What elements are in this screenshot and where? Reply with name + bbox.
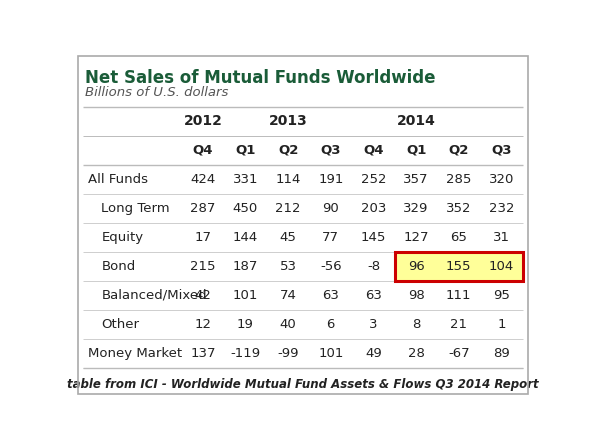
Text: 96: 96 — [408, 260, 424, 273]
Text: 127: 127 — [403, 231, 429, 244]
Text: 19: 19 — [237, 318, 254, 331]
Text: 352: 352 — [446, 202, 472, 215]
Text: 357: 357 — [403, 173, 429, 186]
Text: Q2: Q2 — [449, 144, 469, 157]
Text: 1: 1 — [497, 318, 506, 331]
Text: 114: 114 — [275, 173, 301, 186]
Text: Money Market: Money Market — [87, 347, 182, 360]
Text: 145: 145 — [361, 231, 386, 244]
Text: -119: -119 — [230, 347, 261, 360]
Text: 3: 3 — [369, 318, 378, 331]
Text: 6: 6 — [327, 318, 335, 331]
Text: 17: 17 — [194, 231, 212, 244]
Text: 45: 45 — [280, 231, 297, 244]
Text: 329: 329 — [404, 202, 429, 215]
Text: Equity: Equity — [102, 231, 144, 244]
Text: Q2: Q2 — [278, 144, 298, 157]
Text: 215: 215 — [190, 260, 216, 273]
Text: Q3: Q3 — [320, 144, 341, 157]
Text: 212: 212 — [275, 202, 301, 215]
Text: Q4: Q4 — [193, 144, 213, 157]
Text: 63: 63 — [322, 289, 339, 302]
Text: 8: 8 — [412, 318, 420, 331]
Text: 331: 331 — [233, 173, 258, 186]
Text: Billions of U.S. dollars: Billions of U.S. dollars — [85, 86, 229, 99]
Text: 2013: 2013 — [269, 114, 307, 128]
Text: Long Term: Long Term — [102, 202, 170, 215]
Text: Q1: Q1 — [235, 144, 256, 157]
Text: 28: 28 — [408, 347, 424, 360]
Text: 2012: 2012 — [183, 114, 222, 128]
Text: 144: 144 — [233, 231, 258, 244]
Text: 137: 137 — [190, 347, 216, 360]
Text: -99: -99 — [277, 347, 299, 360]
Text: 191: 191 — [318, 173, 343, 186]
Text: Bond: Bond — [102, 260, 135, 273]
Text: 187: 187 — [233, 260, 258, 273]
Text: 42: 42 — [194, 289, 211, 302]
Text: 285: 285 — [446, 173, 472, 186]
Text: 2014: 2014 — [397, 114, 436, 128]
Text: 232: 232 — [489, 202, 514, 215]
Bar — [480, 252, 522, 281]
Text: 252: 252 — [361, 173, 386, 186]
Text: 12: 12 — [194, 318, 212, 331]
Bar — [437, 252, 480, 281]
Text: Net Sales of Mutual Funds Worldwide: Net Sales of Mutual Funds Worldwide — [85, 69, 436, 87]
Text: 155: 155 — [446, 260, 472, 273]
Text: 74: 74 — [280, 289, 297, 302]
Text: 424: 424 — [190, 173, 216, 186]
Text: 40: 40 — [280, 318, 297, 331]
Text: 95: 95 — [493, 289, 510, 302]
Bar — [395, 252, 437, 281]
Text: -8: -8 — [367, 260, 380, 273]
Text: 90: 90 — [323, 202, 339, 215]
Text: 77: 77 — [322, 231, 339, 244]
Text: 21: 21 — [450, 318, 467, 331]
Text: table from ICI - Worldwide Mutual Fund Assets & Flows Q3 2014 Report: table from ICI - Worldwide Mutual Fund A… — [67, 378, 539, 391]
Bar — [395, 252, 522, 281]
Text: -67: -67 — [448, 347, 470, 360]
Text: 101: 101 — [318, 347, 343, 360]
Text: 320: 320 — [489, 173, 514, 186]
Text: 63: 63 — [365, 289, 382, 302]
Text: 203: 203 — [361, 202, 386, 215]
Text: Q3: Q3 — [491, 144, 512, 157]
Text: 49: 49 — [365, 347, 382, 360]
Text: 450: 450 — [233, 202, 258, 215]
Text: 111: 111 — [446, 289, 472, 302]
Text: 31: 31 — [493, 231, 510, 244]
Text: Q1: Q1 — [406, 144, 426, 157]
Text: -56: -56 — [320, 260, 342, 273]
Text: 89: 89 — [493, 347, 510, 360]
Text: 287: 287 — [190, 202, 216, 215]
Text: 104: 104 — [489, 260, 514, 273]
Text: 65: 65 — [450, 231, 467, 244]
Text: Balanced/Mixed: Balanced/Mixed — [102, 289, 207, 302]
Text: 53: 53 — [280, 260, 297, 273]
Text: All Funds: All Funds — [87, 173, 148, 186]
Text: 98: 98 — [408, 289, 424, 302]
Text: 101: 101 — [233, 289, 258, 302]
Text: Other: Other — [102, 318, 139, 331]
Text: Q4: Q4 — [363, 144, 384, 157]
